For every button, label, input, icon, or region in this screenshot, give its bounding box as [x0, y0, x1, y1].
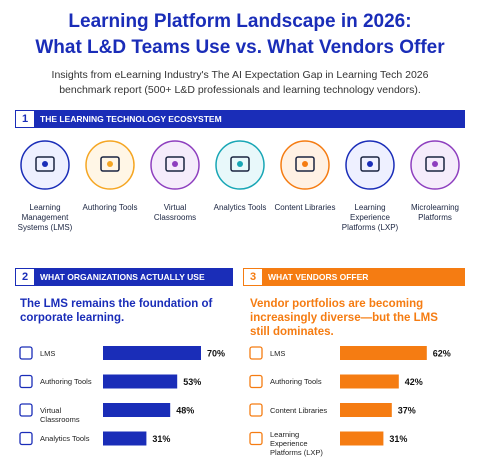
headline: Vendor portfolios are becoming increasin…: [250, 298, 438, 338]
ecosystem-label: Virtual Classrooms: [153, 203, 197, 222]
icon-glyph: [100, 156, 120, 172]
icon-glyph: [425, 156, 445, 172]
category-label: Learning Experience Platforms (LXP): [270, 429, 323, 457]
value-label: 31%: [152, 434, 170, 444]
category-label: Virtual Classrooms: [40, 405, 80, 424]
bar: [340, 346, 427, 360]
row-icon: [249, 346, 263, 360]
value-label: 62%: [433, 349, 451, 359]
ecosystem-label: Learning Experience Platforms (LXP): [341, 203, 399, 232]
icon-dot: [367, 161, 373, 167]
section-header: 1 THE LEARNING TECHNOLOGY ECOSYSTEM: [15, 110, 465, 128]
icon-dot: [237, 161, 243, 167]
bar: [103, 346, 201, 360]
icon-glyph: [295, 156, 315, 172]
ecosystem-label: Content Libraries: [274, 203, 336, 212]
bar: [103, 431, 147, 446]
value-label: 31%: [389, 434, 407, 444]
subtitle: Insights from eLearning Industry's The A…: [51, 69, 429, 96]
ecosystem-label: Microlearning Platforms: [410, 203, 460, 222]
ecosystem-label: Analytics Tools: [213, 203, 267, 212]
section-header: 3 WHAT VENDORS OFFER: [243, 268, 465, 286]
row-icon: [249, 374, 263, 389]
row-icon: [249, 431, 263, 446]
bar: [340, 374, 399, 389]
value-label: 37%: [398, 406, 416, 416]
section-number: 1: [16, 111, 34, 127]
icon-glyph: [230, 156, 250, 172]
value-label: 53%: [183, 377, 201, 387]
value-label: 48%: [176, 406, 194, 416]
section-number: 2: [16, 269, 34, 285]
category-label: Content Libraries: [270, 405, 328, 415]
bar: [340, 431, 384, 446]
title-line: Learning Platform Landscape in 2026:: [68, 11, 412, 32]
icon-glyph: [35, 156, 55, 172]
value-label: 42%: [405, 377, 423, 387]
category-label: Analytics Tools: [40, 434, 90, 443]
icon-glyph: [360, 156, 380, 172]
ecosystem-label: Learning Management Systems (LMS): [17, 203, 73, 232]
row-icon: [249, 403, 263, 417]
value-label: 70%: [207, 349, 225, 359]
section-heading: THE LEARNING TECHNOLOGY ECOSYSTEM: [34, 111, 464, 127]
category-label: Authoring Tools: [40, 377, 92, 386]
bar: [103, 374, 178, 389]
row-icon: [19, 346, 33, 360]
ecosystem-label: Authoring Tools: [82, 203, 138, 212]
row-icon: [19, 403, 33, 417]
section-header: 2 WHAT ORGANIZATIONS ACTUALLY USE: [15, 268, 233, 286]
headline: The LMS remains the foundation of corpor…: [20, 298, 213, 324]
icon-dot: [107, 161, 113, 167]
icon-glyph: [165, 156, 185, 172]
section-number: 3: [244, 269, 262, 285]
row-icon: [19, 374, 33, 389]
bar-charts: 70% 53% 48% 31% 62% 42% 37% 31%: [19, 346, 451, 446]
icon-dot: [172, 161, 178, 167]
category-label: LMS: [40, 348, 56, 358]
section-heading: WHAT ORGANIZATIONS ACTUALLY USE: [34, 269, 232, 285]
title-line: What L&D Teams Use vs. What Vendors Offe…: [35, 37, 445, 58]
icon-dot: [302, 161, 308, 167]
ecosystem-icons: [20, 140, 460, 190]
category-label: Authoring Tools: [270, 377, 322, 386]
category-label: LMS: [270, 348, 286, 358]
row-icon: [19, 431, 33, 446]
bar: [103, 403, 171, 417]
icon-dot: [432, 161, 438, 167]
bar: [340, 403, 392, 417]
icon-dot: [42, 161, 48, 167]
section-heading: WHAT VENDORS OFFER: [262, 269, 464, 285]
